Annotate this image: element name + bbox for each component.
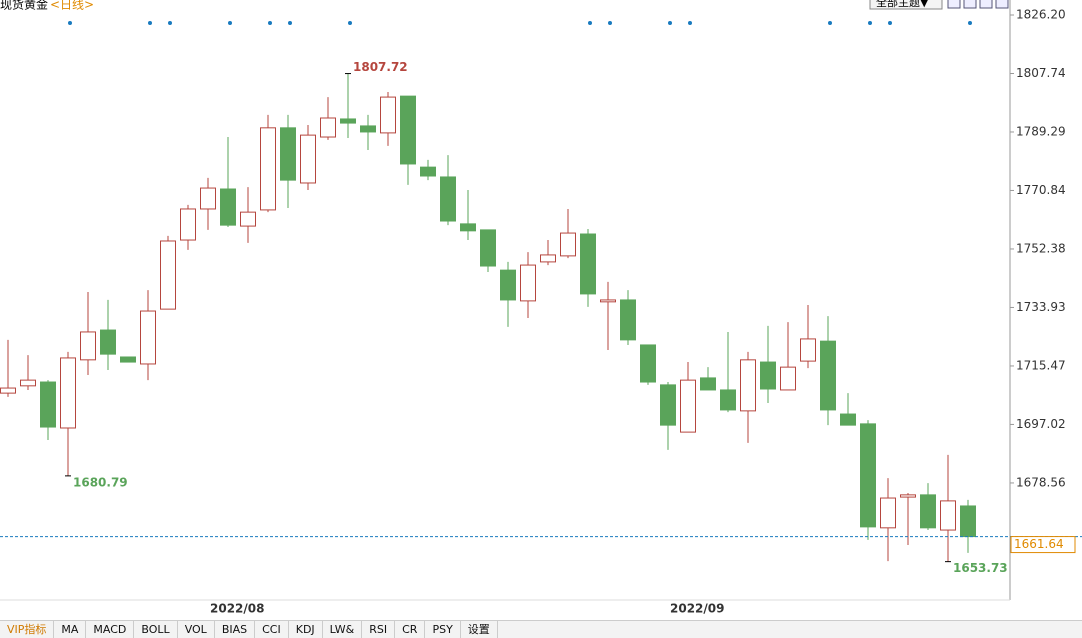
- candle-body: [780, 366, 796, 391]
- candle-body: [120, 356, 136, 363]
- candle-body: [320, 117, 336, 138]
- candle-body: [720, 389, 736, 411]
- candle-body: [480, 229, 496, 267]
- y-tick-label: 1826.20: [1016, 7, 1066, 21]
- candle-body: [880, 497, 896, 529]
- annotation: 1807.72: [353, 60, 408, 74]
- toolbar-item[interactable]: LW&: [323, 621, 363, 638]
- candle-body: [400, 95, 416, 165]
- candle-body: [100, 329, 116, 355]
- y-tick-label: 1697.02: [1016, 417, 1066, 431]
- candle-body: [140, 310, 156, 365]
- chart: 现货黄金 <日线> 全部主题▼ 1826.20 1807.74 1789.29 177…: [0, 0, 1082, 616]
- theme-button[interactable]: [869, 0, 943, 10]
- toolbar-item[interactable]: BIAS: [215, 621, 256, 638]
- candle-body: [840, 413, 856, 426]
- candle-body: [760, 361, 776, 390]
- candle-body: [280, 127, 296, 181]
- candle-body: [340, 118, 356, 124]
- theme-button-label[interactable]: 全部主题▼: [876, 0, 929, 9]
- candle-body: [820, 340, 836, 411]
- x-tick-label: 2022/08: [210, 602, 264, 616]
- toolbar-item[interactable]: KDJ: [289, 621, 323, 638]
- candle-body: [80, 331, 96, 361]
- icon[interactable]: [995, 0, 1009, 9]
- candle-body: [300, 134, 316, 184]
- candle-body: [560, 232, 576, 257]
- toolbar-item[interactable]: VIP指标: [0, 621, 55, 638]
- candle-body: [580, 233, 596, 295]
- candle-body: [420, 166, 436, 177]
- candle-body: [700, 377, 716, 391]
- toolbar-item[interactable]: CR: [395, 621, 426, 638]
- toolbar-item[interactable]: PSY: [425, 621, 461, 638]
- toolbar-item[interactable]: BOLL: [134, 621, 178, 638]
- candle-body: [240, 211, 256, 227]
- toolbar-item[interactable]: RSI: [362, 621, 396, 638]
- candle-body: [440, 176, 456, 222]
- icon[interactable]: [979, 0, 993, 9]
- candle-body: [800, 338, 816, 362]
- annotation: 1653.73: [953, 561, 1008, 575]
- icon[interactable]: [947, 0, 961, 9]
- candle-body: [360, 125, 376, 133]
- toolbar-item[interactable]: MACD: [86, 621, 135, 638]
- y-tick-label: 1733.93: [1016, 300, 1066, 314]
- candle-body: [740, 359, 756, 412]
- y-tick-label: 1807.74: [1016, 66, 1066, 80]
- candle-body: [0, 387, 16, 394]
- candle-body: [260, 127, 276, 211]
- candle-body: [380, 96, 396, 134]
- y-tick-label: 1770.84: [1016, 183, 1066, 197]
- candle-body: [920, 494, 936, 529]
- candle-body: [960, 505, 976, 538]
- annotation: 1680.79: [73, 475, 128, 489]
- candle-body: [20, 379, 36, 387]
- candle-body: [600, 299, 616, 303]
- chart-title: 现货黄金: [0, 0, 48, 12]
- toolbar-item[interactable]: 设置: [461, 621, 498, 638]
- candle-body: [860, 423, 876, 528]
- candle-body: [180, 208, 196, 241]
- candle-body: [200, 187, 216, 210]
- candle-body: [900, 494, 916, 498]
- icon[interactable]: [963, 0, 977, 9]
- toolbar-item[interactable]: CCI: [255, 621, 289, 638]
- candle-body: [40, 381, 56, 428]
- last-price-label: 1661.64: [1014, 537, 1064, 551]
- candle-body: [640, 344, 656, 383]
- candle-body: [500, 269, 516, 301]
- toolbar-item[interactable]: MA: [54, 621, 87, 638]
- candle-body: [220, 188, 236, 226]
- toolbar-item[interactable]: VOL: [178, 621, 215, 638]
- candle-body: [620, 299, 636, 341]
- event-markers: [68, 21, 972, 25]
- chart-subtitle: <日线>: [50, 0, 94, 12]
- candle-body: [940, 500, 956, 531]
- x-tick-label: 2022/09: [670, 602, 724, 616]
- candle-body: [520, 264, 536, 302]
- y-tick-label: 1715.47: [1016, 358, 1066, 372]
- y-tick-label: 1752.38: [1016, 241, 1066, 255]
- candle-body: [540, 254, 556, 263]
- last-price-box: [1010, 536, 1076, 554]
- candle-body: [680, 379, 696, 433]
- candle-body: [460, 223, 476, 232]
- candle-body: [160, 240, 176, 310]
- y-tick-label: 1789.29: [1016, 124, 1066, 138]
- toolbar: VIP指标 MA MACD BOLL VOL BIAS CCI KDJ LW& RSI CR PSY 设…: [0, 620, 1082, 638]
- y-tick-label: 1678.56: [1016, 475, 1066, 489]
- candle-body: [60, 357, 76, 429]
- candle-body: [660, 384, 676, 426]
